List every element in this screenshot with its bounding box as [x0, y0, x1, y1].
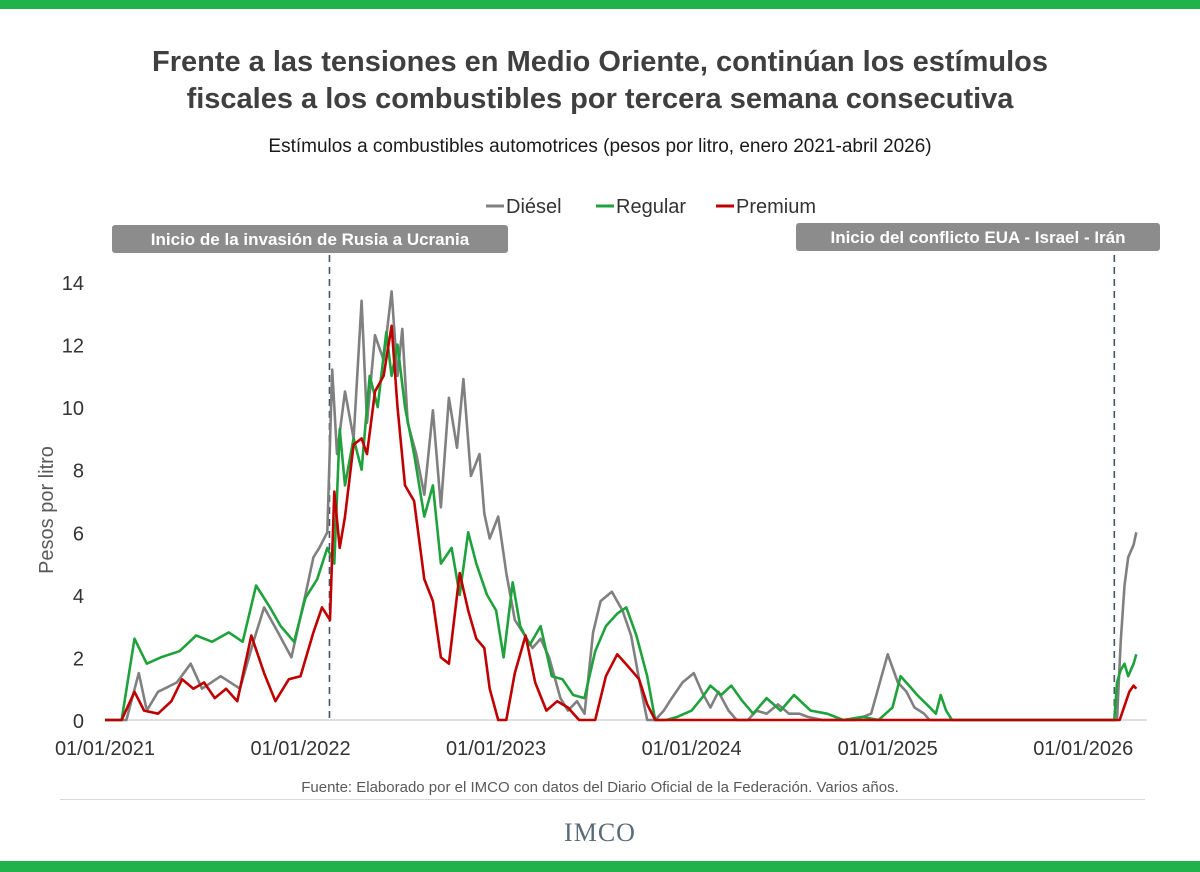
top-brand-bar	[0, 0, 1200, 9]
title-line-1: Frente a las tensiones en Medio Oriente,…	[152, 46, 1048, 78]
y-tick-label-8: 8	[73, 461, 84, 483]
event-label-box-0	[112, 225, 508, 253]
y-tick-label-2: 2	[73, 648, 84, 670]
legend-label-premium: Premium	[736, 196, 816, 218]
source-note: Fuente: Elaborado por el IMCO con datos …	[301, 779, 899, 796]
y-tick-label-12: 12	[62, 336, 84, 358]
event-label-1: Inicio del conflicto EUA - Israel - Irán	[830, 228, 1125, 247]
x-tick-label-5: 01/01/2026	[1033, 738, 1133, 760]
logo-text: IMCO	[564, 818, 636, 847]
legend-label-regular: Regular	[616, 196, 686, 218]
y-tick-label-10: 10	[62, 398, 84, 420]
x-tick-label-4: 01/01/2025	[838, 738, 938, 760]
y-tick-label-14: 14	[62, 273, 84, 295]
y-tick-label-6: 6	[73, 523, 84, 545]
x-tick-label-0: 01/01/2021	[55, 738, 155, 760]
bottom-brand-bar	[0, 861, 1200, 872]
y-tick-label-4: 4	[73, 586, 84, 608]
imco-logo: IMCO	[0, 818, 1200, 848]
x-tick-label-2: 01/01/2023	[446, 738, 546, 760]
title-line-2: fiscales a los combustibles por tercera …	[186, 83, 1014, 115]
y-axis-label: Pesos por litro	[36, 446, 58, 574]
series-line-regular	[105, 330, 1138, 722]
y-tick-label-0: 0	[73, 711, 84, 733]
chart-subtitle: Estímulos a combustibles automotrices (p…	[268, 136, 932, 157]
page-title: Frente a las tensiones en Medio Oriente,…	[0, 44, 1200, 118]
event-label-box-1	[796, 223, 1160, 251]
line-chart: 0 2 4 6 8 10 12 14 01/01/2021 01/01/2022 01/01/202…	[36, 196, 1160, 796]
event-label-0: Inicio de la invasión de Rusia a Ucrania	[151, 230, 470, 249]
x-tick-label-3: 01/01/2024	[642, 738, 742, 760]
legend-label-diesel: Diésel	[506, 196, 562, 218]
x-tick-label-1: 01/01/2022	[250, 738, 350, 760]
series-line-premium	[105, 324, 1138, 722]
series-line-diesel	[105, 290, 1138, 722]
footer-divider	[60, 799, 1145, 800]
